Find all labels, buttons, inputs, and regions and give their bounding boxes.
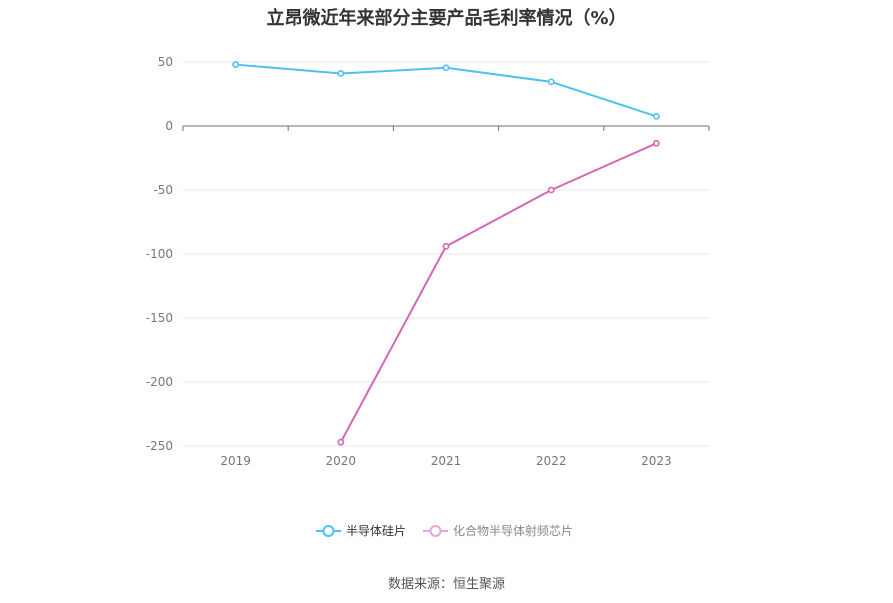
y-tick-label: 0 — [165, 119, 173, 133]
x-tick-label: 2019 — [220, 454, 251, 468]
y-axis-ticks: 50 0 -50 -100 -150 -200 -250 — [146, 55, 173, 453]
data-point — [442, 64, 450, 72]
y-tick-label: -150 — [146, 311, 173, 325]
data-point — [547, 186, 555, 194]
data-point — [442, 242, 450, 250]
legend-label: 化合物半导体射频芯片 — [453, 523, 573, 538]
data-point — [653, 139, 660, 147]
legend: 半导体硅片 化合物半导体射频芯片 — [316, 523, 573, 538]
chart-title: 立昂微近年来部分主要产品毛利率情况（%） — [266, 8, 627, 29]
grid-lines — [183, 61, 709, 447]
data-point — [653, 113, 660, 120]
x-tick-label: 2020 — [326, 454, 357, 468]
series-line — [235, 63, 657, 118]
legend-label: 半导体硅片 — [346, 524, 406, 538]
data-point — [547, 78, 555, 86]
x-axis: 2019 2020 2021 2022 2023 — [182, 125, 710, 468]
data-point — [337, 438, 345, 446]
x-tick-label: 2021 — [431, 454, 462, 468]
data-source: 数据来源：恒生聚源 — [387, 577, 505, 592]
data-point — [337, 70, 345, 77]
y-tick-label: -250 — [146, 439, 173, 453]
y-tick-label: -200 — [146, 375, 173, 389]
legend-marker — [429, 525, 442, 537]
legend-marker — [322, 525, 335, 537]
y-tick-label: -100 — [146, 247, 173, 261]
y-tick-label: -50 — [153, 183, 173, 197]
x-tick-label: 2023 — [641, 454, 672, 468]
series-line — [339, 142, 657, 443]
x-tick-label: 2022 — [536, 454, 567, 468]
data-point — [232, 61, 239, 68]
series-group — [232, 61, 660, 446]
y-tick-label: 50 — [158, 55, 173, 69]
